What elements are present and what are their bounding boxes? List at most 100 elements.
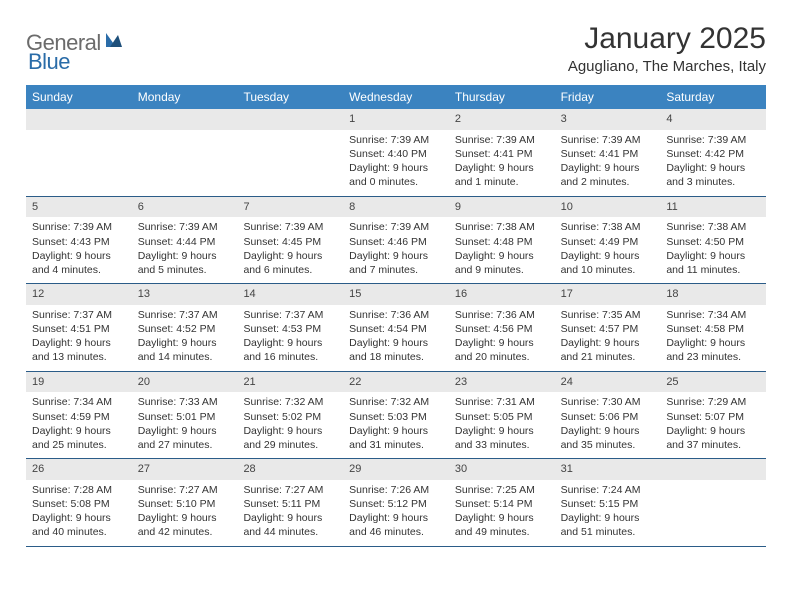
- day-cell: 22Sunrise: 7:32 AMSunset: 5:03 PMDayligh…: [343, 372, 449, 459]
- sunset-text: Sunset: 4:44 PM: [138, 235, 232, 249]
- sunset-text: Sunset: 4:59 PM: [32, 410, 126, 424]
- day-details: Sunrise: 7:32 AMSunset: 5:03 PMDaylight:…: [343, 395, 449, 452]
- day-cell: 16Sunrise: 7:36 AMSunset: 4:56 PMDayligh…: [449, 284, 555, 371]
- day-number: [132, 109, 238, 130]
- daylight-line2: and 3 minutes.: [666, 175, 760, 189]
- sunrise-text: Sunrise: 7:39 AM: [561, 133, 655, 147]
- daylight-line1: Daylight: 9 hours: [243, 249, 337, 263]
- day-cell: 31 Sunrise: 7:24 AMSunset: 5:15 PMDayligh…: [555, 459, 661, 546]
- sunrise-text: Sunrise: 7:27 AM: [138, 483, 232, 497]
- day-number: [26, 109, 132, 130]
- daylight-line2: and 40 minutes.: [32, 525, 126, 539]
- day-cell: 21Sunrise: 7:32 AMSunset: 5:02 PMDayligh…: [237, 372, 343, 459]
- day-number: 2: [449, 109, 555, 130]
- day-details: Sunrise: 7:31 AMSunset: 5:05 PMDaylight:…: [449, 395, 555, 452]
- sunset-text: Sunset: 4:49 PM: [561, 235, 655, 249]
- daylight-line1: Daylight: 9 hours: [138, 249, 232, 263]
- daylight-line2: and 18 minutes.: [349, 350, 443, 364]
- sunset-text: Sunset: 4:43 PM: [32, 235, 126, 249]
- day-number: 7: [237, 197, 343, 218]
- daylight-line2: and 33 minutes.: [455, 438, 549, 452]
- day-cell: 6Sunrise: 7:39 AMSunset: 4:44 PMDaylight…: [132, 197, 238, 284]
- day-number: 30: [449, 459, 555, 480]
- day-cell: 8Sunrise: 7:39 AMSunset: 4:46 PMDaylight…: [343, 197, 449, 284]
- day-cell: 19Sunrise: 7:34 AMSunset: 4:59 PMDayligh…: [26, 372, 132, 459]
- sunset-text: Sunset: 4:41 PM: [455, 147, 549, 161]
- daylight-line1: Daylight: 9 hours: [561, 161, 655, 175]
- day-number: [237, 109, 343, 130]
- day-cell: 27 Sunrise: 7:27 AMSunset: 5:10 PMDayligh…: [132, 459, 238, 546]
- day-cell: 1Sunrise: 7:39 AMSunset: 4:40 PMDaylight…: [343, 109, 449, 196]
- daylight-line1: Daylight: 9 hours: [455, 336, 549, 350]
- dow-saturday: Saturday: [660, 85, 766, 109]
- day-number: 15: [343, 284, 449, 305]
- daylight-line2: and 0 minutes.: [349, 175, 443, 189]
- day-cell: 25Sunrise: 7:29 AMSunset: 5:07 PMDayligh…: [660, 372, 766, 459]
- day-details: Sunrise: 7:39 AMSunset: 4:41 PMDaylight:…: [555, 133, 661, 190]
- day-details: Sunrise: 7:36 AMSunset: 4:54 PMDaylight:…: [343, 308, 449, 365]
- day-cell: 10Sunrise: 7:38 AMSunset: 4:49 PMDayligh…: [555, 197, 661, 284]
- sunset-text: Sunset: 5:14 PM: [455, 497, 549, 511]
- day-cell: 20Sunrise: 7:33 AMSunset: 5:01 PMDayligh…: [132, 372, 238, 459]
- day-details: Sunrise: 7:24 AMSunset: 5:15 PMDaylight:…: [555, 483, 661, 540]
- day-number: 9: [449, 197, 555, 218]
- day-cell: 4Sunrise: 7:39 AMSunset: 4:42 PMDaylight…: [660, 109, 766, 196]
- daylight-line2: and 51 minutes.: [561, 525, 655, 539]
- day-details: Sunrise: 7:38 AMSunset: 4:49 PMDaylight:…: [555, 220, 661, 277]
- daylight-line1: Daylight: 9 hours: [455, 249, 549, 263]
- day-number: [660, 459, 766, 480]
- day-cell: 15 Sunrise: 7:36 AMSunset: 4:54 PMDayligh…: [343, 284, 449, 371]
- daylight-line1: Daylight: 9 hours: [32, 249, 126, 263]
- day-number: 13: [132, 284, 238, 305]
- daylight-line1: Daylight: 9 hours: [455, 511, 549, 525]
- dow-wednesday: Wednesday: [343, 85, 449, 109]
- day-cell: 5Sunrise: 7:39 AMSunset: 4:43 PMDaylight…: [26, 197, 132, 284]
- day-number: 8: [343, 197, 449, 218]
- daylight-line2: and 2 minutes.: [561, 175, 655, 189]
- day-number: 22: [343, 372, 449, 393]
- month-title: January 2025: [568, 22, 766, 56]
- day-cell: 29Sunrise: 7:26 AMSunset: 5:12 PMDayligh…: [343, 459, 449, 546]
- calendar-page: General January 2025 Agugliano, The Marc…: [0, 0, 792, 547]
- sunrise-text: Sunrise: 7:39 AM: [666, 133, 760, 147]
- daylight-line1: Daylight: 9 hours: [561, 511, 655, 525]
- day-details: Sunrise: 7:25 AMSunset: 5:14 PMDaylight:…: [449, 483, 555, 540]
- sunset-text: Sunset: 5:02 PM: [243, 410, 337, 424]
- sunset-text: Sunset: 5:06 PM: [561, 410, 655, 424]
- day-cell: 2Sunrise: 7:39 AMSunset: 4:41 PMDaylight…: [449, 109, 555, 196]
- daylight-line2: and 13 minutes.: [32, 350, 126, 364]
- day-details: Sunrise: 7:29 AMSunset: 5:07 PMDaylight:…: [660, 395, 766, 452]
- sunrise-text: Sunrise: 7:39 AM: [349, 133, 443, 147]
- sunrise-text: Sunrise: 7:34 AM: [32, 395, 126, 409]
- sunset-text: Sunset: 5:03 PM: [349, 410, 443, 424]
- daylight-line1: Daylight: 9 hours: [666, 249, 760, 263]
- day-details: Sunrise: 7:34 AMSunset: 4:59 PMDaylight:…: [26, 395, 132, 452]
- day-number: 3: [555, 109, 661, 130]
- day-details: Sunrise: 7:27 AMSunset: 5:10 PMDaylight:…: [132, 483, 238, 540]
- day-cell: 14Sunrise: 7:37 AMSunset: 4:53 PMDayligh…: [237, 284, 343, 371]
- day-number: 1: [343, 109, 449, 130]
- daylight-line2: and 21 minutes.: [561, 350, 655, 364]
- sunset-text: Sunset: 4:48 PM: [455, 235, 549, 249]
- daylight-line1: Daylight: 9 hours: [455, 161, 549, 175]
- sunrise-text: Sunrise: 7:29 AM: [666, 395, 760, 409]
- sunrise-text: Sunrise: 7:28 AM: [32, 483, 126, 497]
- day-number: 11: [660, 197, 766, 218]
- daylight-line1: Daylight: 9 hours: [138, 511, 232, 525]
- day-number: 5: [26, 197, 132, 218]
- day-number: 27: [132, 459, 238, 480]
- day-details: Sunrise: 7:27 AMSunset: 5:11 PMDaylight:…: [237, 483, 343, 540]
- day-details: Sunrise: 7:30 AMSunset: 5:06 PMDaylight:…: [555, 395, 661, 452]
- sunset-text: Sunset: 4:57 PM: [561, 322, 655, 336]
- day-details: Sunrise: 7:36 AMSunset: 4:56 PMDaylight:…: [449, 308, 555, 365]
- title-block: January 2025 Agugliano, The Marches, Ita…: [568, 22, 766, 75]
- day-cell: 28Sunrise: 7:27 AMSunset: 5:11 PMDayligh…: [237, 459, 343, 546]
- day-cell: [132, 109, 238, 196]
- sunrise-text: Sunrise: 7:35 AM: [561, 308, 655, 322]
- day-details: Sunrise: 7:39 AMSunset: 4:43 PMDaylight:…: [26, 220, 132, 277]
- day-number: 24: [555, 372, 661, 393]
- sunrise-text: Sunrise: 7:38 AM: [666, 220, 760, 234]
- day-number: 31: [555, 459, 661, 480]
- daylight-line2: and 5 minutes.: [138, 263, 232, 277]
- day-of-week-header: Sunday Monday Tuesday Wednesday Thursday…: [26, 85, 766, 109]
